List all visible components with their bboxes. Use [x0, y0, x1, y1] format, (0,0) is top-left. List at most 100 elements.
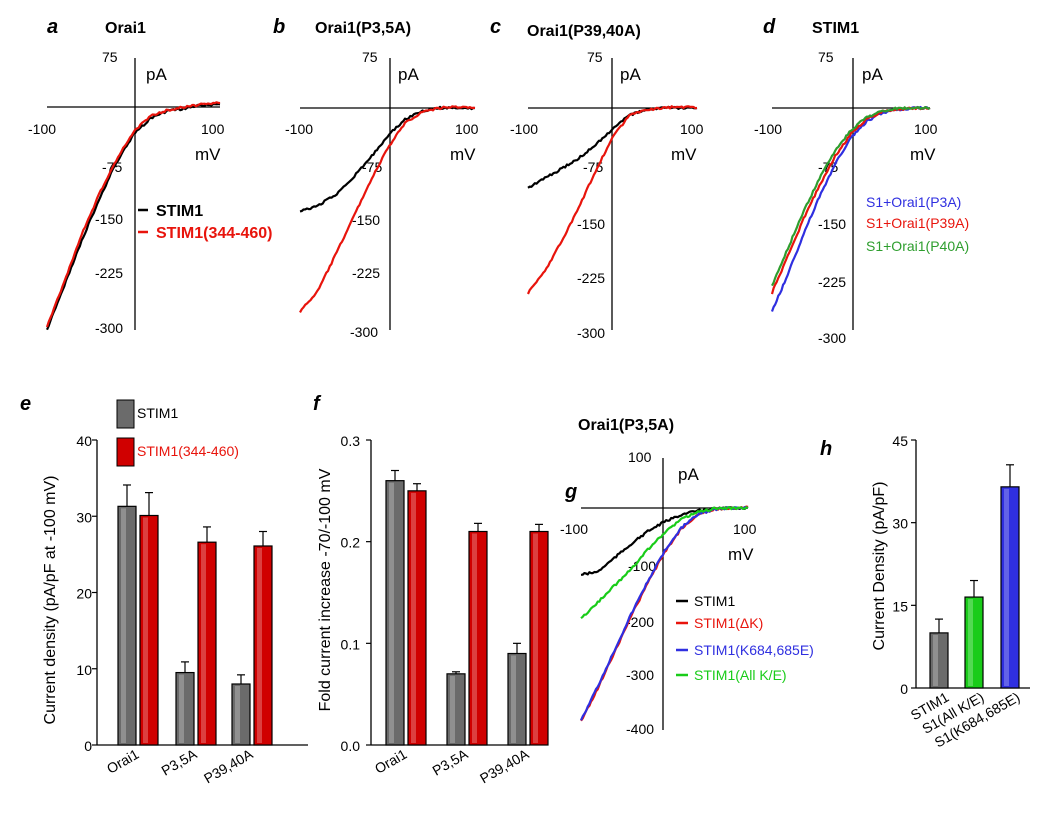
legend-label: S1+Orai1(P40A) — [866, 238, 969, 254]
bar — [964, 596, 984, 689]
x-unit-g: mV — [728, 545, 754, 564]
panel-label-c: c — [490, 16, 501, 38]
y-tick-g: -200 — [626, 614, 654, 630]
y-unit-g: pA — [678, 465, 699, 484]
y-tick-label: 30 — [892, 516, 908, 532]
bar-panel-f: f 0.0 0.1 0.2 0.3 Fold current increase -70/-… — [313, 393, 549, 786]
category-label: P39,40A — [201, 745, 256, 786]
iv-panel-g: g Orai1(P3,5A) 100 -100 -200 -300 -400 -100 100 m… — [560, 417, 757, 737]
iv-trace-g — [580, 506, 749, 620]
iv-trace-g — [580, 505, 749, 722]
iv-panel-b: b Orai1(P3,5A) 75 -75 -150 -225 -300 -100 100 mV p… — [273, 16, 479, 340]
y-tick-d: -150 — [818, 216, 846, 232]
x-tick-g: 100 — [733, 521, 757, 537]
y-tick-c: 75 — [587, 49, 603, 65]
y-tick-label: 0.0 — [341, 738, 361, 754]
x-tick-c: 100 — [680, 121, 704, 137]
bar — [253, 545, 273, 746]
y-tick-label: 0.2 — [341, 535, 361, 551]
bar-highlight — [201, 544, 206, 743]
x-unit-c: mV — [671, 145, 697, 164]
y-unit-c: pA — [620, 65, 641, 84]
panel-title-g: Orai1(P3,5A) — [578, 417, 674, 434]
y-tick-a: -225 — [95, 265, 123, 281]
y-tick-b: -300 — [350, 324, 378, 340]
legend-label: STIM1(All K/E) — [694, 667, 787, 683]
x-unit-b: mV — [450, 145, 476, 164]
legend-swatch — [116, 437, 135, 467]
x-tick-a: -100 — [28, 121, 56, 137]
bar-highlight — [450, 675, 455, 743]
x-tick-b: 100 — [455, 121, 479, 137]
x-tick-d: -100 — [754, 121, 782, 137]
y-tick-label: 0 — [84, 738, 92, 754]
legend-label: STIM1(ΔK) — [694, 615, 763, 631]
legend-swatch — [116, 399, 135, 429]
iv-trace-g — [579, 506, 749, 721]
iv-trace-g — [580, 506, 749, 576]
legend-label: STIM1(K684,685E) — [694, 642, 814, 658]
bar-highlight — [1004, 488, 1009, 686]
bar — [197, 541, 217, 746]
bar — [231, 683, 251, 746]
category-label: P3,5A — [429, 745, 471, 778]
y-tick-c: -150 — [577, 216, 605, 232]
bar — [139, 514, 159, 746]
bar — [117, 505, 137, 746]
x-tick-b: -100 — [285, 121, 313, 137]
y-tick-label: 40 — [76, 433, 92, 449]
y-tick-label: 0 — [900, 681, 908, 697]
y-axis-label-h: Current Density (pA/pF) — [871, 482, 888, 651]
bar — [1000, 486, 1020, 689]
bar — [468, 530, 488, 746]
x-tick-g: -100 — [560, 521, 588, 537]
legend-label: S1+Orai1(P3A) — [866, 194, 961, 210]
y-tick-d: 75 — [818, 49, 834, 65]
y-tick-d: -300 — [818, 330, 846, 346]
x-unit-a: mV — [195, 145, 221, 164]
category-label: Orai1 — [372, 746, 410, 777]
iv-trace-b — [299, 105, 475, 213]
panel-label-b: b — [273, 16, 285, 38]
y-tick-g: -100 — [628, 558, 656, 574]
bar — [175, 671, 195, 746]
bar-highlight — [511, 655, 516, 743]
y-tick-a: 75 — [102, 49, 118, 65]
panel-title-c: Orai1(P39,40A) — [527, 23, 641, 40]
bar-highlight — [143, 517, 148, 743]
legend-g: STIM1 STIM1(ΔK) STIM1(K684,685E) STIM1(All … — [676, 593, 814, 683]
iv-trace-c — [526, 105, 698, 295]
panel-label-d: d — [763, 16, 776, 38]
bar-highlight — [257, 547, 262, 743]
y-axis-label-f: Fold current increase -70/-100 mV — [317, 468, 334, 711]
panel-label-e: e — [20, 393, 31, 415]
panel-label-g: g — [564, 481, 577, 503]
panel-label-a: a — [47, 16, 58, 38]
legend-e: STIM1 STIM1(344-460) — [116, 399, 239, 467]
y-tick-b: -225 — [352, 265, 380, 281]
x-tick-c: -100 — [510, 121, 538, 137]
y-unit-a: pA — [146, 65, 167, 84]
bar-highlight — [121, 508, 126, 743]
bar-highlight — [968, 599, 973, 686]
y-tick-a: -150 — [95, 211, 123, 227]
y-tick-label: 10 — [76, 662, 92, 678]
bar — [507, 652, 527, 746]
y-axis-label-e: Current density (pA/pF at -100 mV) — [42, 476, 59, 725]
x-tick-d: 100 — [914, 121, 938, 137]
bar — [929, 632, 949, 689]
bar-highlight — [933, 634, 938, 686]
bar — [407, 490, 427, 746]
legend-d: S1+Orai1(P3A) S1+Orai1(P39A) S1+Orai1(P40A… — [866, 194, 969, 254]
y-tick-label: 20 — [76, 586, 92, 602]
legend-label: S1+Orai1(P39A) — [866, 215, 969, 231]
legend-a: STIM1 STIM1(344-460) — [138, 203, 273, 242]
iv-panel-c: c Orai1(P39,40A) 75 -75 -150 -225 -300 -100 100 m… — [490, 16, 704, 341]
panel-title-d: STIM1 — [812, 20, 859, 37]
y-tick-c: -225 — [577, 270, 605, 286]
bar — [385, 480, 405, 746]
panel-title-a: Orai1 — [105, 20, 146, 37]
